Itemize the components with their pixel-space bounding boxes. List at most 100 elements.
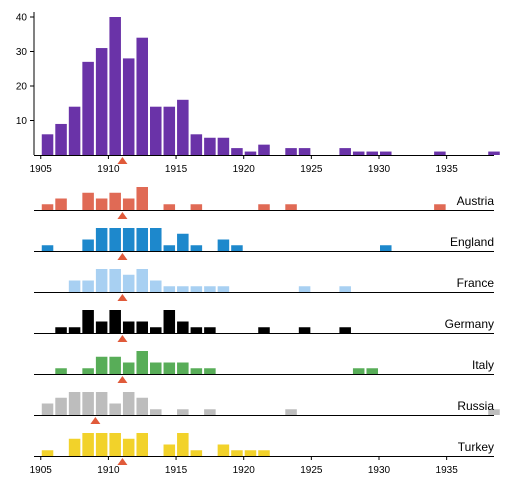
turkey-bar-1908 [82, 433, 94, 456]
italy-bar-1912 [136, 351, 148, 374]
russia-bar-1912 [136, 397, 148, 415]
turkey-bar-1905 [41, 450, 54, 456]
england-bar-1919 [231, 245, 243, 251]
germany-bar-1911 [122, 321, 135, 333]
turkey-bar-1914 [163, 444, 176, 456]
main-bar-1915 [177, 99, 189, 155]
germany-median-marker [117, 335, 128, 342]
turkey-bar-1916 [190, 450, 203, 456]
russia-bar-1938 [488, 409, 500, 415]
italy-bar-1909 [95, 356, 108, 374]
main-x-tick-label: 1905 [30, 164, 53, 175]
germany-bar-1924 [298, 327, 311, 333]
main-bar-1921 [258, 144, 270, 155]
turkey-bar-1910 [109, 433, 121, 456]
france-bar-1917 [204, 286, 216, 292]
bottom-x-tick-label: 1925 [300, 465, 323, 476]
austria-bar-1921 [258, 204, 270, 210]
main-x-tick-label: 1910 [97, 164, 120, 175]
italy-bar-1915 [177, 362, 189, 374]
england-label: England [450, 235, 494, 249]
france-bar-1907 [68, 280, 81, 292]
main-bar-1934 [434, 151, 446, 155]
main-bar-1918 [217, 137, 230, 155]
germany-bar-1921 [258, 327, 270, 333]
bottom-x-tick-label: 1930 [368, 465, 391, 476]
germany-label: Germany [445, 317, 494, 331]
main-bar-1924 [298, 148, 311, 155]
main-bar-1930 [380, 151, 392, 155]
russia-bar-1913 [150, 409, 162, 415]
main-bar-1923 [285, 148, 297, 155]
main-bar-1907 [68, 106, 81, 155]
france-bar-1910 [109, 269, 121, 292]
turkey-bar-1918 [217, 444, 230, 456]
turkey-bar-1909 [95, 433, 108, 456]
england-bar-1910 [109, 228, 121, 251]
austria-bar-1934 [434, 204, 446, 210]
germany-bar-1910 [109, 310, 121, 333]
germany-bar-1916 [190, 327, 203, 333]
germany-bar-1914 [163, 310, 176, 333]
bottom-x-tick-label: 1905 [30, 465, 53, 476]
france-label: France [457, 276, 495, 290]
italy-bar-1929 [366, 368, 378, 374]
russia-bar-1907 [68, 392, 81, 415]
main-bar-1908 [82, 61, 94, 155]
main-bar-1928 [352, 151, 365, 155]
main-x-tick-label: 1920 [233, 164, 256, 175]
austria-median-marker [117, 212, 128, 219]
germany-bar-1913 [150, 327, 162, 333]
france-bar-1909 [95, 269, 108, 292]
italy-bar-1928 [352, 368, 365, 374]
italy-bar-1906 [55, 368, 67, 374]
russia-bar-1908 [82, 392, 94, 415]
austria-bar-1908 [82, 192, 94, 210]
france-bar-1914 [163, 286, 176, 292]
main-y-tick-label: 10 [16, 116, 28, 127]
germany-bar-1915 [177, 321, 189, 333]
germany-bar-1907 [68, 327, 81, 333]
turkey-label: Turkey [458, 440, 494, 454]
england-bar-1913 [150, 228, 162, 251]
france-bar-1924 [298, 286, 311, 292]
england-bar-1911 [122, 228, 135, 251]
main-bar-1919 [231, 148, 243, 155]
main-bar-1913 [150, 106, 162, 155]
main-bar-1909 [95, 48, 108, 155]
turkey-bar-1920 [244, 450, 257, 456]
turkey-bar-1921 [258, 450, 270, 456]
england-bar-1908 [82, 239, 94, 251]
main-x-tick-label: 1935 [436, 164, 459, 175]
austria-bar-1914 [163, 204, 176, 210]
germany-bar-1927 [339, 327, 351, 333]
bottom-x-tick-label: 1935 [436, 465, 459, 476]
austria-bar-1910 [109, 192, 121, 210]
italy-bar-1913 [150, 362, 162, 374]
france-bar-1911 [122, 274, 135, 292]
france-bar-1927 [339, 286, 351, 292]
austria-bar-1906 [55, 198, 67, 210]
turkey-bar-1915 [177, 433, 189, 456]
main-bar-1905 [41, 134, 54, 155]
italy-bar-1916 [190, 368, 203, 374]
russia-bar-1915 [177, 409, 189, 415]
france-bar-1908 [82, 280, 94, 292]
russia-median-marker [90, 417, 101, 424]
france-bar-1916 [190, 286, 203, 292]
bottom-x-tick-label: 1915 [165, 465, 188, 476]
england-bar-1918 [217, 239, 230, 251]
england-bar-1915 [177, 233, 189, 251]
main-bar-1916 [190, 134, 203, 155]
france-bar-1915 [177, 286, 189, 292]
france-bar-1913 [150, 280, 162, 292]
bottom-x-tick-label: 1910 [97, 465, 120, 476]
italy-bar-1917 [204, 368, 216, 374]
austria-bar-1905 [41, 204, 54, 210]
main-bar-1938 [488, 151, 500, 155]
main-y-tick-label: 30 [16, 47, 28, 58]
england-bar-1930 [380, 245, 392, 251]
main-bar-1910 [109, 17, 121, 155]
main-x-tick-label: 1925 [300, 164, 323, 175]
italy-bar-1908 [82, 368, 94, 374]
